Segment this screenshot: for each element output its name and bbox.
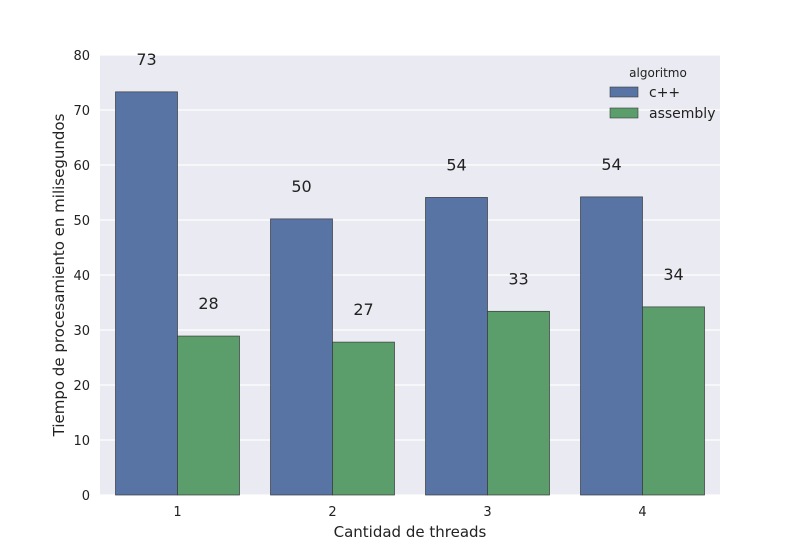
bar — [642, 306, 705, 496]
bar — [115, 91, 178, 496]
bar-value-label: 54 — [601, 155, 621, 174]
y-tick-label: 0 — [82, 489, 90, 504]
value-labels: 73 28 50 27 54 33 54 34 — [136, 50, 683, 319]
y-tick-label: 10 — [73, 434, 90, 449]
legend-label-cpp: c++ — [649, 85, 680, 101]
x-tick-labels: 1 2 3 4 — [173, 505, 646, 520]
bar — [332, 341, 395, 496]
y-tick-label: 30 — [73, 324, 90, 339]
legend-title: algoritmo — [629, 66, 687, 80]
bar-value-label: 50 — [291, 177, 311, 196]
bar-value-label: 33 — [508, 269, 528, 288]
y-tick-label: 20 — [73, 379, 90, 394]
bar — [425, 197, 488, 496]
legend-label-assembly: assembly — [649, 106, 715, 122]
legend-swatch-assembly — [609, 107, 639, 119]
bar-value-label: 34 — [663, 265, 683, 284]
bar — [270, 218, 333, 496]
x-axis-label: Cantidad de threads — [334, 523, 487, 541]
x-tick-label: 3 — [483, 505, 491, 520]
bar-value-label: 28 — [198, 294, 218, 313]
legend: algoritmo c++ assembly — [609, 66, 715, 122]
y-tick-label: 50 — [73, 214, 90, 229]
bar — [177, 335, 240, 496]
bar-value-label: 54 — [446, 155, 466, 174]
y-tick-labels: 0 10 20 30 40 50 60 70 80 — [73, 49, 90, 504]
y-tick-label: 40 — [73, 269, 90, 284]
bar-value-label: 73 — [136, 50, 156, 69]
x-tick-label: 2 — [328, 505, 336, 520]
bar — [487, 310, 550, 496]
y-tick-label: 70 — [73, 104, 90, 119]
bar-value-label: 27 — [353, 300, 373, 319]
y-axis-label: Tiempo de procesamiento en milisegundos — [50, 113, 68, 437]
legend-swatch-cpp — [609, 86, 639, 98]
bar — [580, 196, 643, 496]
y-tick-label: 60 — [73, 159, 90, 174]
y-tick-label: 80 — [73, 49, 90, 64]
x-tick-label: 1 — [173, 505, 181, 520]
bars — [115, 91, 705, 496]
x-tick-label: 4 — [638, 505, 646, 520]
